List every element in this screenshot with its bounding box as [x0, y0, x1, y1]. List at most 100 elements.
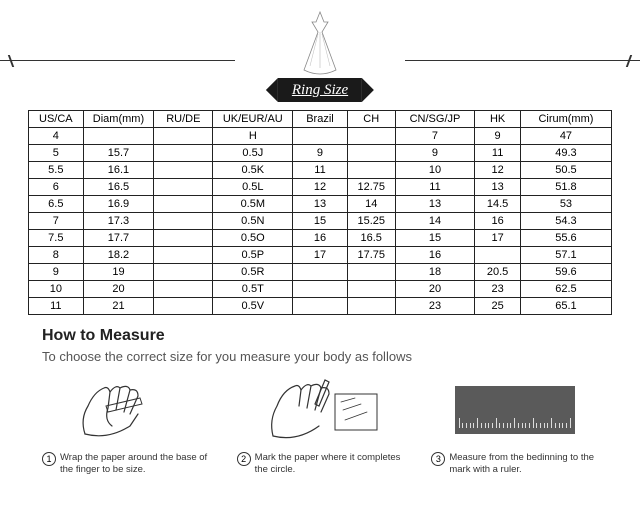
table-cell: [347, 298, 395, 315]
table-cell: 54.3: [520, 213, 611, 230]
table-cell: 11: [293, 162, 348, 179]
table-cell: 15.7: [83, 145, 154, 162]
table-cell: 23: [395, 298, 475, 315]
table-cell: [154, 247, 213, 264]
table-cell: [347, 128, 395, 145]
table-cell: 15: [293, 213, 348, 230]
table-cell: 6.5: [29, 196, 84, 213]
table-cell: 16.1: [83, 162, 154, 179]
decor-line-left: [0, 60, 235, 61]
table-cell: 14: [347, 196, 395, 213]
table-cell: 20: [395, 281, 475, 298]
table-cell: 13: [475, 179, 521, 196]
table-cell: 0.5M: [213, 196, 293, 213]
table-row: 515.70.5J991149.3: [29, 145, 612, 162]
table-cell: 11: [29, 298, 84, 315]
col-header: CH: [347, 111, 395, 128]
table-cell: [347, 145, 395, 162]
step-1: 1 Wrap the paper around the base of the …: [42, 374, 209, 476]
table-cell: 16.5: [83, 179, 154, 196]
col-header: RU/DE: [154, 111, 213, 128]
table-cell: 13: [395, 196, 475, 213]
table-cell: [154, 281, 213, 298]
step-1-text: Wrap the paper around the base of the fi…: [60, 452, 209, 476]
col-header: US/CA: [29, 111, 84, 128]
table-cell: [154, 162, 213, 179]
col-header: UK/EUR/AU: [213, 111, 293, 128]
table-cell: 51.8: [520, 179, 611, 196]
table-cell: 0.5V: [213, 298, 293, 315]
table-cell: 16: [395, 247, 475, 264]
table-row: 5.516.10.5K11101250.5: [29, 162, 612, 179]
table-cell: [293, 281, 348, 298]
table-cell: 59.6: [520, 264, 611, 281]
table-cell: 14.5: [475, 196, 521, 213]
table-cell: [154, 298, 213, 315]
table-cell: 53: [520, 196, 611, 213]
header: Ring Size: [0, 0, 640, 100]
col-header: CN/SG/JP: [395, 111, 475, 128]
table-cell: 0.5L: [213, 179, 293, 196]
table-cell: 0.5T: [213, 281, 293, 298]
table-cell: [154, 128, 213, 145]
howto-subtitle: To choose the correct size for you measu…: [42, 349, 598, 364]
table-cell: 49.3: [520, 145, 611, 162]
step-2-caption: 2 Mark the paper where it completes the …: [237, 452, 404, 476]
step-3-number: 3: [431, 452, 445, 466]
step-3-text: Measure from the bedinning to the mark w…: [449, 452, 598, 476]
table-cell: [154, 213, 213, 230]
table-cell: 7: [29, 213, 84, 230]
decor-line-right: [405, 60, 640, 61]
table-cell: 55.6: [520, 230, 611, 247]
table-cell: [475, 247, 521, 264]
table-cell: H: [213, 128, 293, 145]
decor-cap-left: [8, 55, 14, 67]
table-cell: 9: [293, 145, 348, 162]
table-cell: 13: [293, 196, 348, 213]
table-row: 7.517.70.5O1616.5151755.6: [29, 230, 612, 247]
dress-icon: [290, 8, 350, 78]
steps-row: 1 Wrap the paper around the base of the …: [42, 374, 598, 476]
hand-wrap-icon: [60, 374, 190, 446]
page-title: Ring Size: [278, 78, 362, 102]
step-2: 2 Mark the paper where it completes the …: [237, 374, 404, 476]
table-cell: [293, 264, 348, 281]
decor-cap-right: [626, 55, 632, 67]
table-cell: 18: [395, 264, 475, 281]
table-cell: [154, 179, 213, 196]
table-cell: [154, 145, 213, 162]
table-cell: [347, 281, 395, 298]
col-header: Diam(mm): [83, 111, 154, 128]
table-cell: 17.7: [83, 230, 154, 247]
table-cell: 9: [29, 264, 84, 281]
table-cell: 12.75: [347, 179, 395, 196]
table-cell: 4: [29, 128, 84, 145]
table-cell: 14: [395, 213, 475, 230]
table-cell: 20.5: [475, 264, 521, 281]
table-row: 11210.5V232565.1: [29, 298, 612, 315]
table-cell: 16: [293, 230, 348, 247]
table-row: 616.50.5L1212.75111351.8: [29, 179, 612, 196]
table-cell: [154, 196, 213, 213]
title-ribbon: Ring Size: [266, 78, 374, 102]
size-table: US/CADiam(mm)RU/DEUK/EUR/AUBrazilCHCN/SG…: [28, 110, 612, 315]
table-cell: 50.5: [520, 162, 611, 179]
table-cell: 17: [475, 230, 521, 247]
ribbon-arrow-left: [266, 78, 278, 102]
col-header: Brazil: [293, 111, 348, 128]
table-cell: 5.5: [29, 162, 84, 179]
table-cell: 20: [83, 281, 154, 298]
table-cell: 0.5R: [213, 264, 293, 281]
table-cell: 18.2: [83, 247, 154, 264]
hand-mark-icon: [255, 374, 385, 446]
table-cell: [293, 298, 348, 315]
table-cell: [293, 128, 348, 145]
table-cell: 19: [83, 264, 154, 281]
col-header: HK: [475, 111, 521, 128]
table-cell: 17: [293, 247, 348, 264]
table-cell: 10: [29, 281, 84, 298]
step-2-number: 2: [237, 452, 251, 466]
step-3-caption: 3 Measure from the bedinning to the mark…: [431, 452, 598, 476]
table-cell: 8: [29, 247, 84, 264]
table-cell: 7: [395, 128, 475, 145]
